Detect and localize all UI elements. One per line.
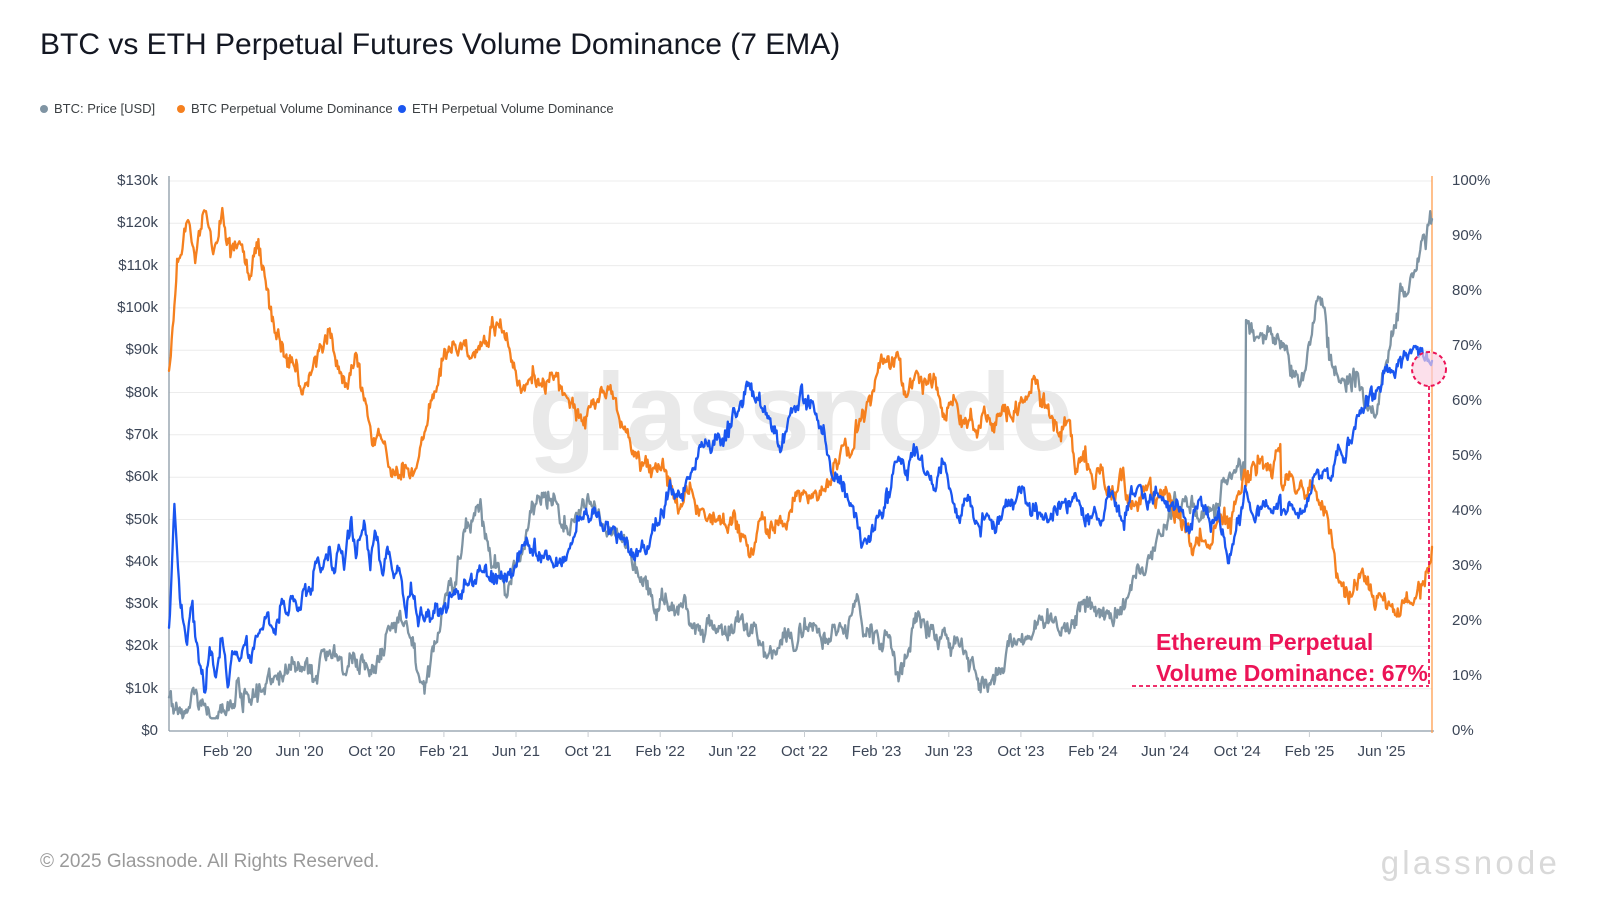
svg-text:glassnode: glassnode — [528, 351, 1072, 474]
